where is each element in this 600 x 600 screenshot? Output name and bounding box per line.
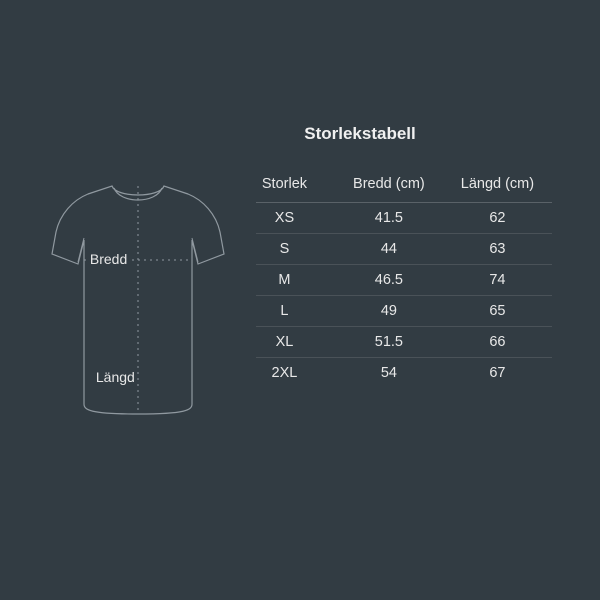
table-cell: 49 xyxy=(335,296,443,327)
diagram-length-label: Längd xyxy=(94,368,137,386)
table-cell: 46.5 xyxy=(335,265,443,296)
content-row: Bredd Längd Storlek Bredd (cm) Längd (cm… xyxy=(48,166,552,434)
table-cell: 66 xyxy=(443,327,552,358)
page-title: Storlekstabell xyxy=(304,124,416,144)
table-row: 2XL5467 xyxy=(256,358,552,389)
table-row: XS41.562 xyxy=(256,203,552,234)
table-cell: 51.5 xyxy=(335,327,443,358)
table-header-row: Storlek Bredd (cm) Längd (cm) xyxy=(256,168,552,203)
shirt-diagram: Bredd Längd xyxy=(48,174,228,434)
table-cell: M xyxy=(256,265,335,296)
table-cell: L xyxy=(256,296,335,327)
table-cell: 63 xyxy=(443,234,552,265)
table-cell: 62 xyxy=(443,203,552,234)
table-cell: 54 xyxy=(335,358,443,389)
table-row: XL51.566 xyxy=(256,327,552,358)
table-row: M46.574 xyxy=(256,265,552,296)
shirt-icon xyxy=(48,174,228,434)
table-row: L4965 xyxy=(256,296,552,327)
table-cell: 74 xyxy=(443,265,552,296)
table-cell: XS xyxy=(256,203,335,234)
table-cell: S xyxy=(256,234,335,265)
table-cell: 65 xyxy=(443,296,552,327)
table-cell: 67 xyxy=(443,358,552,389)
table-cell: 41.5 xyxy=(335,203,443,234)
col-width: Bredd (cm) xyxy=(335,168,443,203)
table-cell: 2XL xyxy=(256,358,335,389)
col-length: Längd (cm) xyxy=(443,168,552,203)
size-table: Storlek Bredd (cm) Längd (cm) XS41.562S4… xyxy=(256,168,552,388)
table-cell: 44 xyxy=(335,234,443,265)
diagram-width-label: Bredd xyxy=(88,250,129,268)
size-chart-panel: Storlekstabell Bredd Längd xyxy=(0,124,600,434)
table-cell: XL xyxy=(256,327,335,358)
table-row: S4463 xyxy=(256,234,552,265)
col-size: Storlek xyxy=(256,168,335,203)
